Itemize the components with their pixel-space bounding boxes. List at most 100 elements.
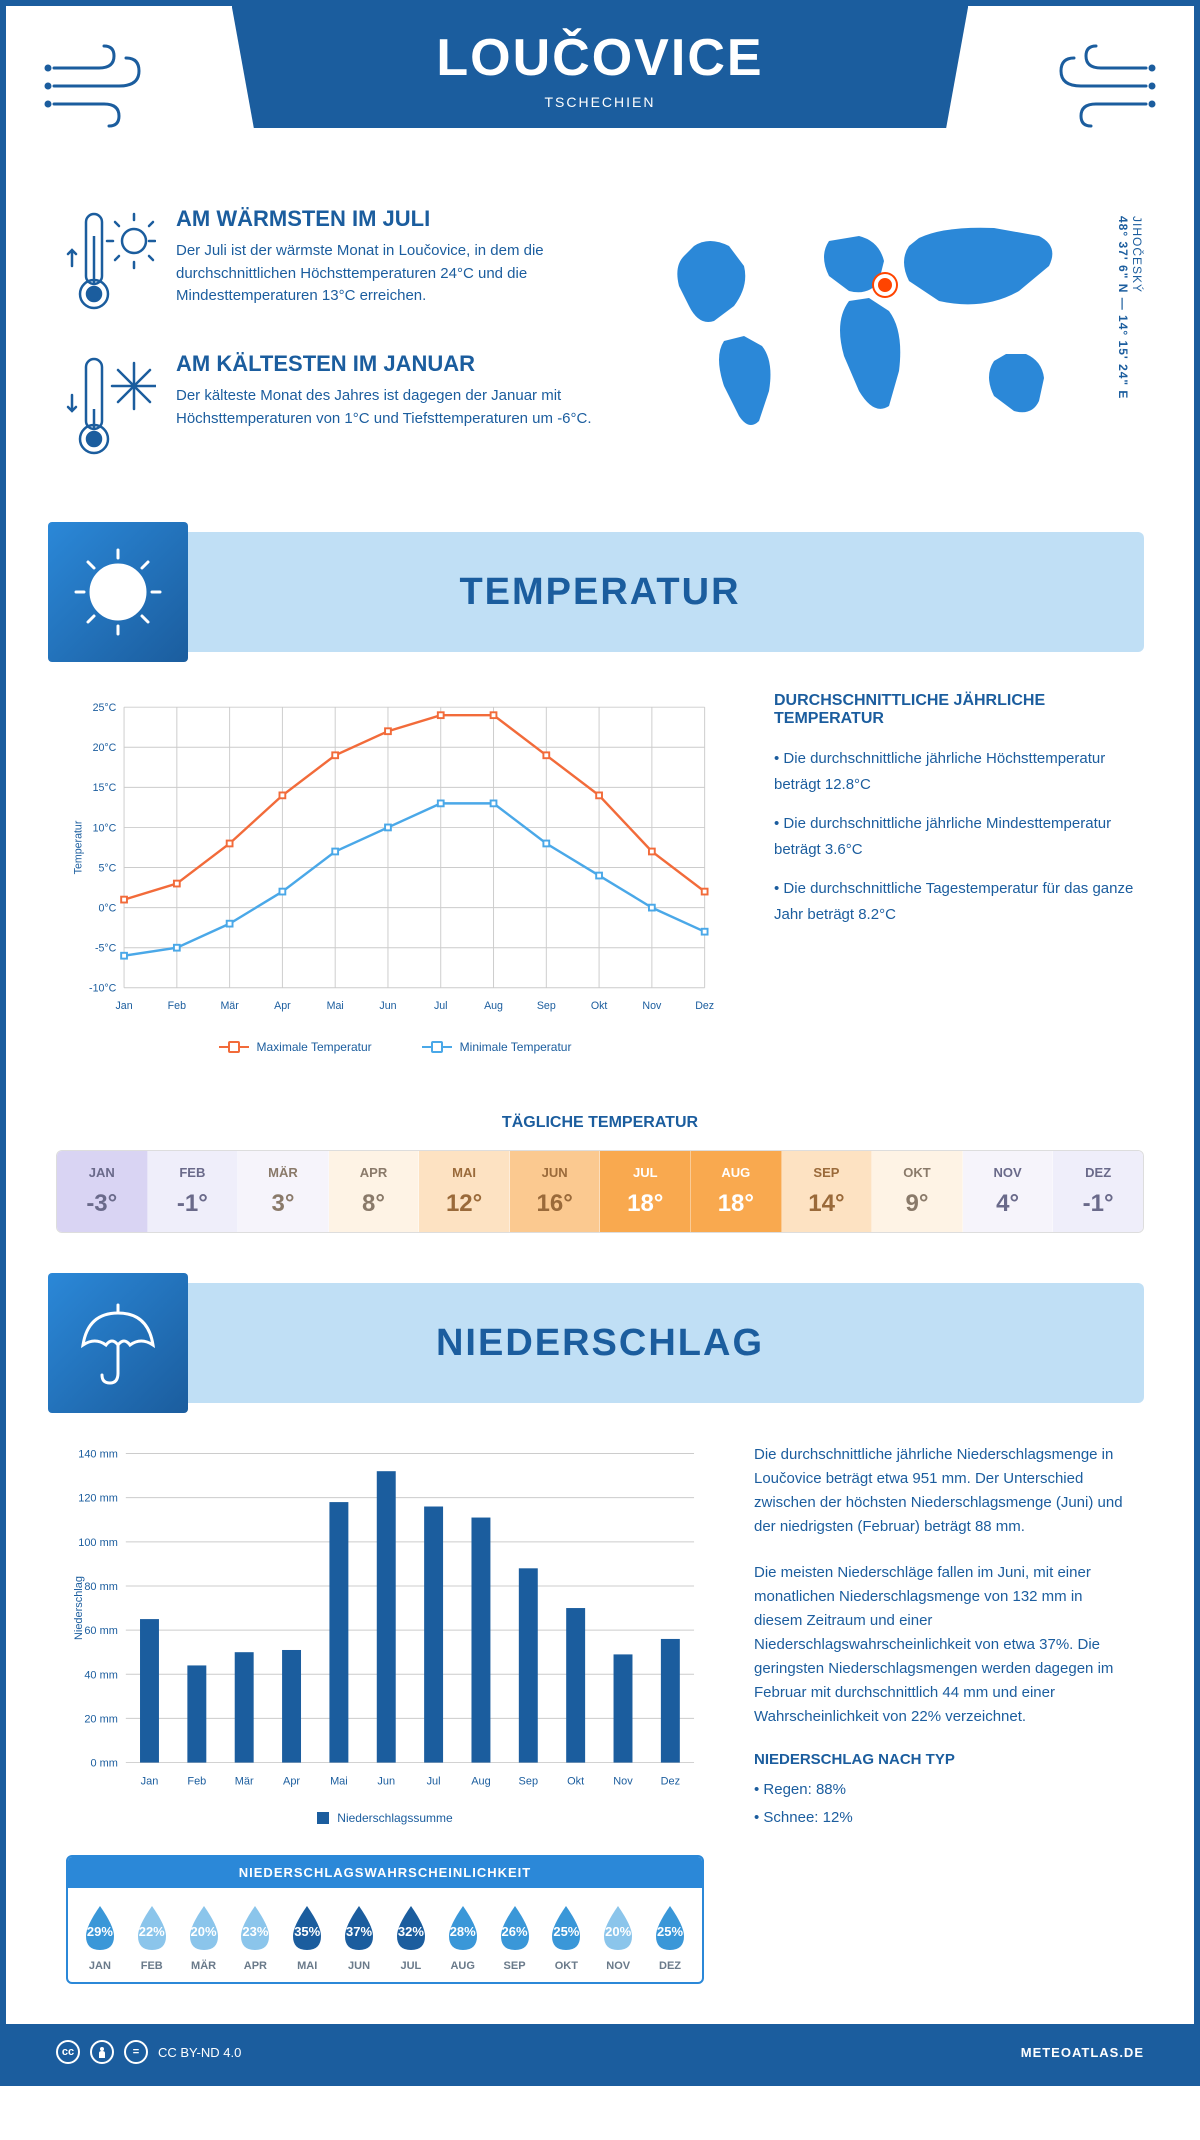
svg-text:Okt: Okt — [567, 1775, 584, 1787]
daily-cell: MÄR3° — [238, 1151, 329, 1232]
legend-precip: Niederschlagssumme — [317, 1811, 452, 1825]
legend-min-label: Minimale Temperatur — [460, 1040, 572, 1054]
legend-max-label: Maximale Temperatur — [257, 1040, 372, 1054]
license-text: CC BY-ND 4.0 — [158, 2045, 241, 2060]
svg-text:Aug: Aug — [484, 1000, 503, 1012]
by-icon — [90, 2040, 114, 2064]
svg-text:80 mm: 80 mm — [84, 1581, 117, 1593]
coords-label: 48° 37' 6" N — 14° 15' 24" E — [1116, 216, 1130, 399]
precip-type2: • Schnee: 12% — [754, 1806, 1134, 1830]
temp-section-header: TEMPERATUR — [56, 532, 1144, 652]
sun-icon — [48, 522, 188, 662]
svg-text:40 mm: 40 mm — [84, 1669, 117, 1681]
prob-cell: 26%SEP — [491, 1902, 539, 1972]
precip-text: Die durchschnittliche jährliche Niedersc… — [754, 1443, 1134, 1984]
svg-text:Dez: Dez — [661, 1775, 680, 1787]
precip-left: 0 mm20 mm40 mm60 mm80 mm100 mm120 mm140 … — [66, 1443, 704, 1984]
temp-legend: Maximale Temperatur Minimale Temperatur — [66, 1040, 724, 1054]
daily-cell: OKT9° — [872, 1151, 963, 1232]
svg-text:20 mm: 20 mm — [84, 1713, 117, 1725]
precip-legend: Niederschlagssumme — [66, 1811, 704, 1825]
page: LOUČOVICE TSCHECHIEN AM WÄRMSTEN IM JULI… — [0, 0, 1200, 2086]
page-title: LOUČOVICE — [232, 28, 969, 88]
coldest-title: AM KÄLTESTEN IM JANUAR — [176, 351, 614, 377]
region-label: JIHOČESKÝ — [1130, 216, 1144, 293]
prob-cell: 20%NOV — [594, 1902, 642, 1972]
prob-cell: 25%DEZ — [646, 1902, 694, 1972]
daily-cell: NOV4° — [963, 1151, 1054, 1232]
svg-text:Apr: Apr — [283, 1775, 300, 1787]
prob-cell: 35%MAI — [283, 1902, 331, 1972]
daily-temp-row: JAN-3°FEB-1°MÄR3°APR8°MAI12°JUN16°JUL18°… — [56, 1150, 1144, 1233]
svg-text:Jul: Jul — [427, 1775, 441, 1787]
daily-cell: DEZ-1° — [1053, 1151, 1143, 1232]
daily-temp-title: TÄGLICHE TEMPERATUR — [6, 1114, 1194, 1132]
svg-text:Mai: Mai — [327, 1000, 344, 1012]
prob-cell: 22%FEB — [128, 1902, 176, 1972]
prob-row: 29%JAN22%FEB20%MÄR23%APR35%MAI37%JUN32%J… — [68, 1888, 702, 1982]
precip-section-header: NIEDERSCHLAG — [56, 1283, 1144, 1403]
svg-text:Okt: Okt — [591, 1000, 608, 1012]
svg-text:Jul: Jul — [434, 1000, 448, 1012]
svg-text:Jan: Jan — [141, 1775, 159, 1787]
precip-type-title: NIEDERSCHLAG NACH TYP — [754, 1751, 1134, 1768]
svg-text:0 mm: 0 mm — [90, 1758, 117, 1770]
umbrella-icon — [48, 1273, 188, 1413]
temp-bullet-3: • Die durchschnittliche Tagestemperatur … — [774, 876, 1134, 927]
title-banner: LOUČOVICE TSCHECHIEN — [232, 6, 969, 128]
precip-type1: • Regen: 88% — [754, 1778, 1134, 1802]
prob-cell: 20%MÄR — [180, 1902, 228, 1972]
legend-min: Minimale Temperatur — [422, 1040, 572, 1054]
footer-site: METEOATLAS.DE — [1021, 2045, 1144, 2060]
svg-text:Sep: Sep — [519, 1775, 539, 1787]
svg-text:Apr: Apr — [274, 1000, 291, 1012]
header: LOUČOVICE TSCHECHIEN — [6, 6, 1194, 206]
coldest-fact: AM KÄLTESTEN IM JANUAR Der kälteste Mona… — [66, 351, 614, 466]
precip-p1: Die durchschnittliche jährliche Niedersc… — [754, 1443, 1134, 1539]
temp-chart-area: -10°C-5°C0°C5°C10°C15°C20°C25°CJanFebMär… — [66, 692, 724, 1054]
legend-precip-label: Niederschlagssumme — [337, 1811, 452, 1825]
temp-bullet-1: • Die durchschnittliche jährliche Höchst… — [774, 746, 1134, 797]
thermometer-cold-icon — [66, 351, 156, 466]
precip-body: 0 mm20 mm40 mm60 mm80 mm100 mm120 mm140 … — [6, 1443, 1194, 2024]
wind-icon — [1036, 38, 1156, 133]
precip-probability-box: NIEDERSCHLAGSWAHRSCHEINLICHKEIT 29%JAN22… — [66, 1855, 704, 1984]
prob-cell: 29%JAN — [76, 1902, 124, 1972]
cc-icon: cc — [56, 2040, 80, 2064]
svg-text:-10°C: -10°C — [89, 983, 117, 995]
svg-text:5°C: 5°C — [98, 862, 116, 874]
svg-text:Mär: Mär — [220, 1000, 239, 1012]
temp-body: -10°C-5°C0°C5°C10°C15°C20°C25°CJanFebMär… — [6, 692, 1194, 1094]
wind-icon — [44, 38, 164, 133]
intro-section: AM WÄRMSTEN IM JULI Der Juli ist der wär… — [6, 206, 1194, 532]
location-marker — [874, 274, 896, 296]
svg-text:Aug: Aug — [471, 1775, 490, 1787]
temp-summary-title: DURCHSCHNITTLICHE JÄHRLICHE TEMPERATUR — [774, 692, 1134, 728]
map-area: JIHOČESKÝ 48° 37' 6" N — 14° 15' 24" E — [654, 206, 1134, 496]
daily-cell: JAN-3° — [57, 1151, 148, 1232]
warmest-text: Der Juli ist der wärmste Monat in Loučov… — [176, 240, 614, 308]
prob-cell: 25%OKT — [542, 1902, 590, 1972]
fact-content: AM WÄRMSTEN IM JULI Der Juli ist der wär… — [176, 206, 614, 321]
nd-icon: = — [124, 2040, 148, 2064]
svg-text:Mai: Mai — [330, 1775, 348, 1787]
prob-cell: 32%JUL — [387, 1902, 435, 1972]
svg-text:10°C: 10°C — [93, 822, 117, 834]
daily-cell: JUL18° — [600, 1151, 691, 1232]
svg-text:Temperatur: Temperatur — [72, 820, 84, 874]
temp-bullet-2: • Die durchschnittliche jährliche Mindes… — [774, 811, 1134, 862]
world-map — [654, 206, 1074, 446]
page-subtitle: TSCHECHIEN — [232, 94, 969, 110]
svg-text:Nov: Nov — [613, 1775, 633, 1787]
prob-title: NIEDERSCHLAGSWAHRSCHEINLICHKEIT — [68, 1857, 702, 1888]
prob-cell: 23%APR — [231, 1902, 279, 1972]
svg-text:Feb: Feb — [187, 1775, 206, 1787]
footer: cc = CC BY-ND 4.0 METEOATLAS.DE — [6, 2024, 1194, 2080]
svg-text:Mär: Mär — [235, 1775, 254, 1787]
fact-content: AM KÄLTESTEN IM JANUAR Der kälteste Mona… — [176, 351, 614, 466]
precip-bar-chart: 0 mm20 mm40 mm60 mm80 mm100 mm120 mm140 … — [66, 1443, 704, 1803]
svg-text:0°C: 0°C — [98, 902, 116, 914]
thermometer-hot-icon — [66, 206, 156, 321]
svg-text:Sep: Sep — [537, 1000, 556, 1012]
precip-title: NIEDERSCHLAG — [436, 1322, 764, 1365]
